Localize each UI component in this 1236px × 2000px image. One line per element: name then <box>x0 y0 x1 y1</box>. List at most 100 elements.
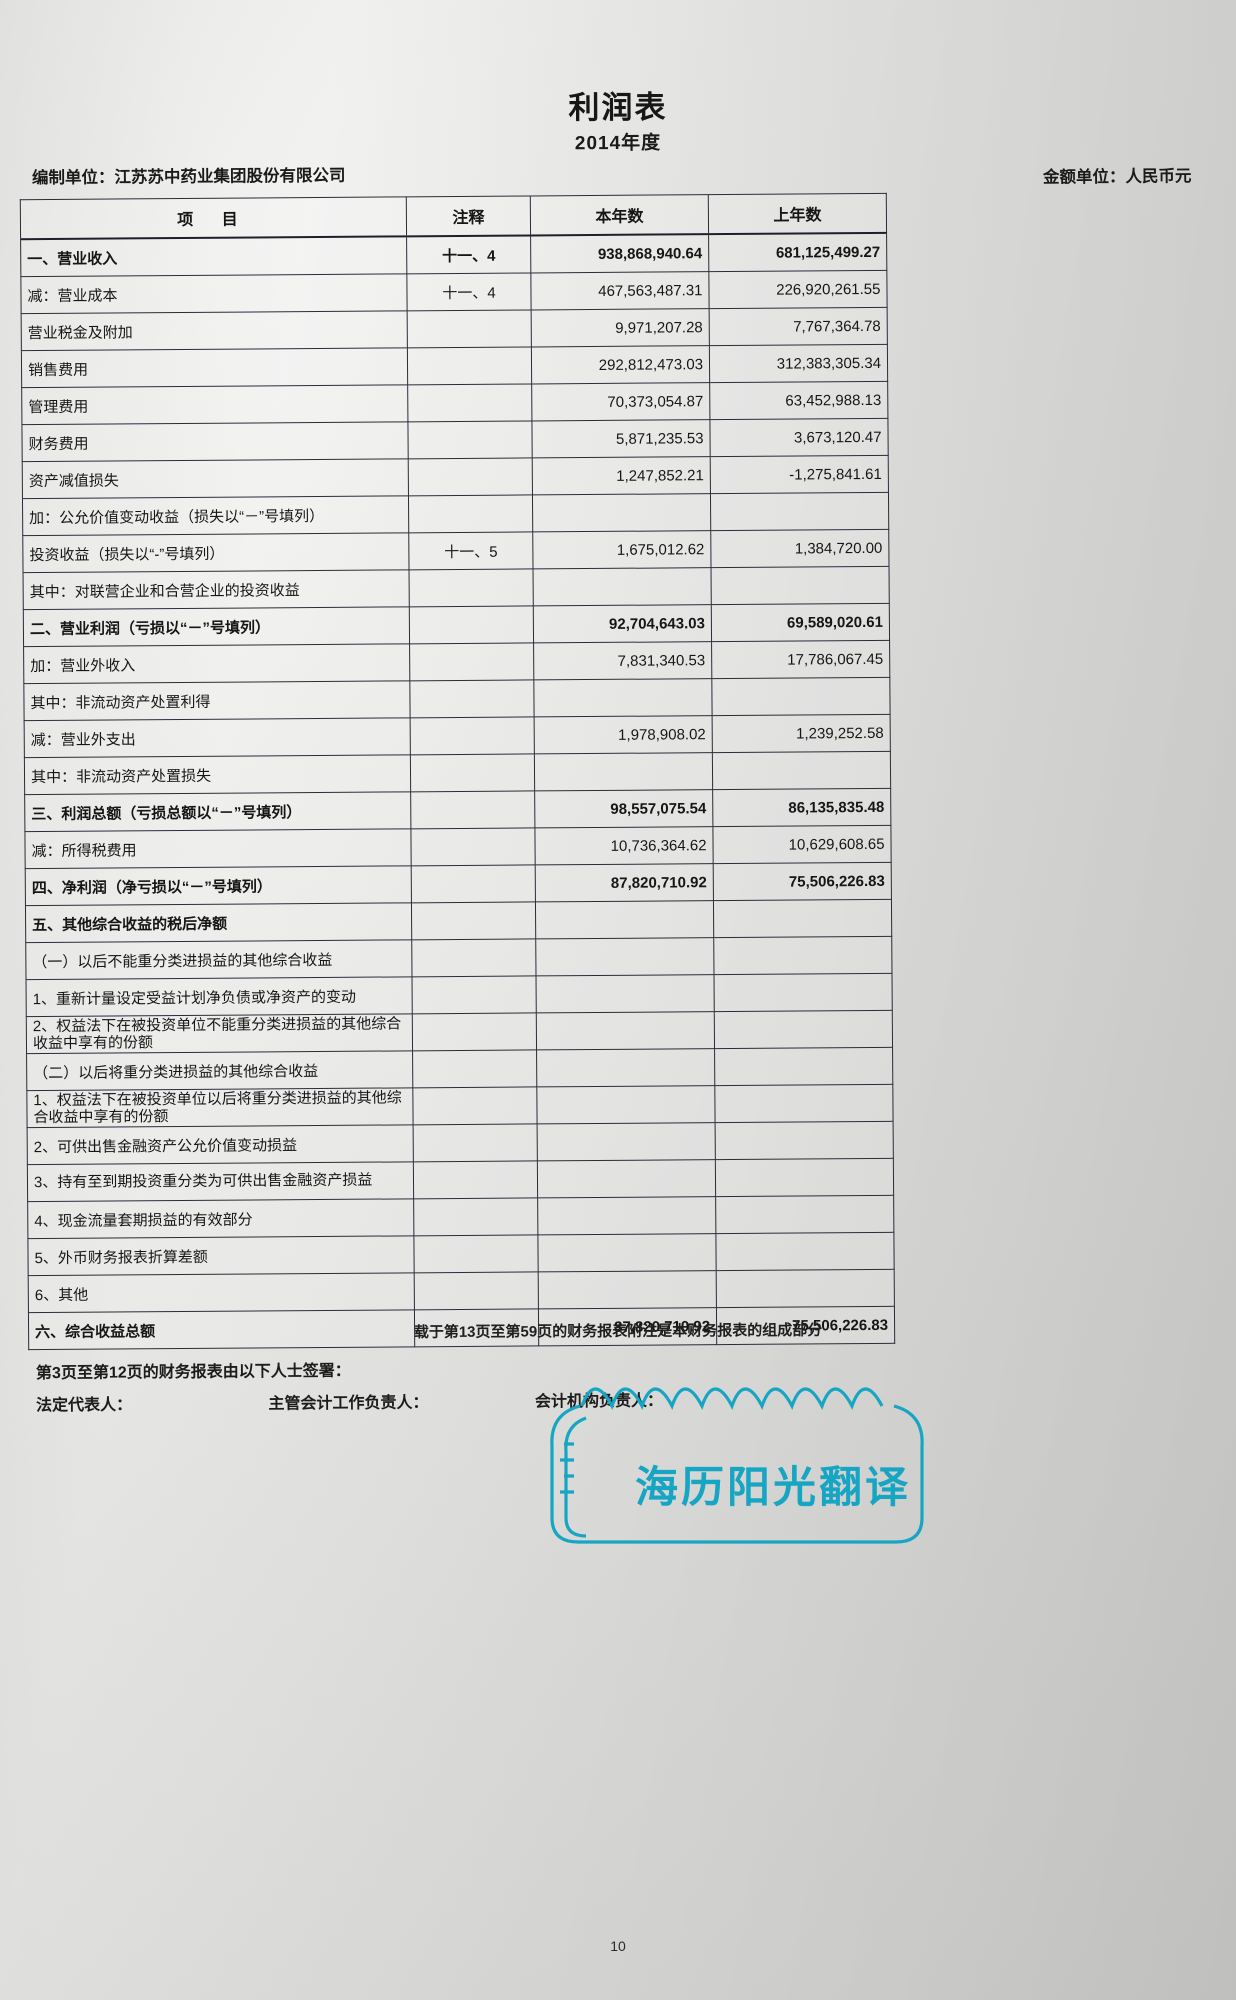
table-row: 管理费用 70,373,054.87 63,452,988.13 <box>21 381 888 425</box>
watermark-frame-icon <box>550 1387 924 1544</box>
row-note <box>411 938 537 977</box>
row-item-label: 二、营业利润（亏损以“－”号填列） <box>23 606 410 647</box>
signature-legal-representative: 法定代表人： <box>35 1396 133 1415</box>
page-subtitle-period: 2014年度 <box>574 132 662 155</box>
row-previous-year-value: 1,384,720.00 <box>710 529 890 568</box>
row-item-label: 2、可供出售金融资产公允价值变动损益 <box>27 1124 414 1165</box>
row-note <box>408 457 533 496</box>
header-current-year: 本年数 <box>530 194 709 236</box>
row-current-year-value: 292,812,473.03 <box>531 345 710 384</box>
row-note <box>413 1160 538 1199</box>
row-current-year-value <box>536 1048 715 1087</box>
row-current-year-value: 1,978,908.02 <box>534 715 713 754</box>
row-note: 十一、5 <box>408 531 534 570</box>
row-current-year-value: 7,831,340.53 <box>533 641 712 680</box>
row-previous-year-value: 86,135,835.48 <box>712 788 891 827</box>
row-current-year-value: 1,675,012.62 <box>532 530 712 569</box>
row-item-label: 减：营业外支出 <box>24 717 411 758</box>
page-title: 利润表 <box>568 89 668 126</box>
row-current-year-value <box>535 937 714 976</box>
row-previous-year-value <box>715 1158 894 1197</box>
row-current-year-value <box>532 493 711 532</box>
row-note <box>407 309 532 348</box>
row-previous-year-value <box>715 1121 894 1160</box>
row-note <box>413 1234 539 1273</box>
row-note <box>409 679 535 718</box>
row-previous-year-value: 1,239,252.58 <box>712 714 891 753</box>
row-note <box>410 716 535 755</box>
page-number: 10 <box>610 1938 626 1954</box>
row-current-year-value <box>536 1085 716 1124</box>
table-row: 营业税金及附加 9,971,207.28 7,767,364.78 <box>21 307 888 351</box>
row-note <box>407 383 532 422</box>
row-item-label: 五、其他综合收益的税后净额 <box>25 902 412 943</box>
row-previous-year-value <box>711 566 890 605</box>
row-note <box>409 605 534 644</box>
row-previous-year-value: 75,506,226.83 <box>713 862 892 901</box>
row-note <box>407 346 532 385</box>
row-current-year-value: 1,247,852.21 <box>532 456 711 495</box>
row-previous-year-value <box>710 492 889 531</box>
row-note <box>410 827 536 866</box>
table-row: 投资收益（损失以“-”号填列） 十一、5 1,675,012.62 1,384,720… <box>22 529 890 573</box>
table-row: 6、其他 <box>28 1269 895 1313</box>
row-note: 十一、4 <box>406 272 532 311</box>
table-row: 2、权益法下在被投资单位不能重分类进损益的其他综合收益中享有的份额 <box>26 1010 893 1054</box>
row-item-label: 2、权益法下在被投资单位不能重分类进损益的其他综合收益中享有的份额 <box>26 1013 413 1054</box>
row-item-label: 减：所得税费用 <box>24 828 412 869</box>
row-item-label: 加：公允价值变动收益（损失以“－”号填列） <box>22 495 409 536</box>
row-current-year-value <box>533 567 712 606</box>
row-current-year-value <box>534 752 713 791</box>
row-item-label: 加：营业外收入 <box>23 643 410 684</box>
signature-accounting-org: 会计机构负责人： <box>534 1392 664 1411</box>
currency-unit: 金额单位：人民币元 <box>1042 167 1192 187</box>
table-row: 2、可供出售金融资产公允价值变动损益 <box>27 1121 894 1165</box>
row-note <box>409 568 534 607</box>
row-note <box>412 1049 537 1088</box>
row-current-year-value: 70,373,054.87 <box>531 382 710 421</box>
translation-watermark: 海历阳光翻译 <box>530 1348 1220 1548</box>
row-item-label: 一、营业收入 <box>20 236 407 277</box>
table-row: 1、权益法下在被投资单位以后将重分类进损益的其他综合收益中享有的份额 <box>26 1084 894 1128</box>
row-note <box>411 864 536 903</box>
row-note <box>412 1012 537 1051</box>
header-previous-year: 上年数 <box>708 193 887 235</box>
row-item-label: 4、现金流量套期损益的有效部分 <box>27 1198 414 1239</box>
row-note <box>410 790 535 829</box>
row-current-year-value: 98,557,075.54 <box>534 789 713 828</box>
table-row: 财务费用 5,871,235.53 3,673,120.47 <box>21 418 889 462</box>
table-row: 加：营业外收入 7,831,340.53 17,786,067.45 <box>23 640 890 684</box>
row-current-year-value: 87,820,710.92 <box>535 863 714 902</box>
table-row: 5、外币财务报表折算差额 <box>27 1232 895 1276</box>
row-item-label: 其中：非流动资产处置损失 <box>24 754 411 795</box>
row-item-label: 四、净利润（净亏损以“－”号填列） <box>25 865 412 906</box>
row-previous-year-value: 17,786,067.45 <box>711 640 890 679</box>
row-previous-year-value <box>716 1269 895 1308</box>
row-note <box>407 420 533 459</box>
table-row: 资产减值损失 1,247,852.21 -1,275,841.61 <box>22 455 889 499</box>
table-row: 3、持有至到期投资重分类为可供出售金融资产损益 <box>27 1158 894 1202</box>
row-note <box>413 1197 538 1236</box>
row-current-year-value <box>537 1233 717 1272</box>
row-item-label: 财务费用 <box>21 421 409 462</box>
row-item-label: 投资收益（损失以“-”号填列） <box>22 532 410 573</box>
table-row: 三、利润总额（亏损总额以“－”号填列） 98,557,075.54 86,135,8… <box>24 788 891 832</box>
row-item-label: 资产减值损失 <box>22 458 409 499</box>
row-current-year-value: 10,736,364.62 <box>534 826 714 865</box>
row-item-label: 1、重新计量设定受益计划净负债或净资产的变动 <box>26 976 413 1017</box>
row-previous-year-value <box>714 1084 894 1123</box>
table-row: 减：所得税费用 10,736,364.62 10,629,608.65 <box>24 825 892 869</box>
row-note <box>413 1123 538 1162</box>
row-item-label: 管理费用 <box>21 384 408 425</box>
signature-intro: 第3页至第12页的财务报表由以下人士签署： <box>35 1362 351 1383</box>
row-previous-year-value: 7,767,364.78 <box>709 307 888 346</box>
row-previous-year-value: 69,589,020.61 <box>711 603 890 642</box>
row-current-year-value <box>536 974 715 1013</box>
row-current-year-value <box>537 1122 716 1161</box>
row-item-label: 其中：对联营企业和合营企业的投资收益 <box>23 569 410 610</box>
table-row: 其中：对联营企业和合营企业的投资收益 <box>23 566 890 610</box>
row-current-year-value <box>535 900 714 939</box>
table-header-row: 项 目 注释 本年数 上年数 <box>20 193 887 240</box>
row-current-year-value <box>536 1011 715 1050</box>
